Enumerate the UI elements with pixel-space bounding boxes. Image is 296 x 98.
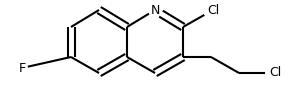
- Text: Cl: Cl: [269, 67, 281, 79]
- Text: F: F: [18, 62, 25, 74]
- Text: Cl: Cl: [207, 4, 219, 16]
- Text: N: N: [150, 4, 160, 16]
